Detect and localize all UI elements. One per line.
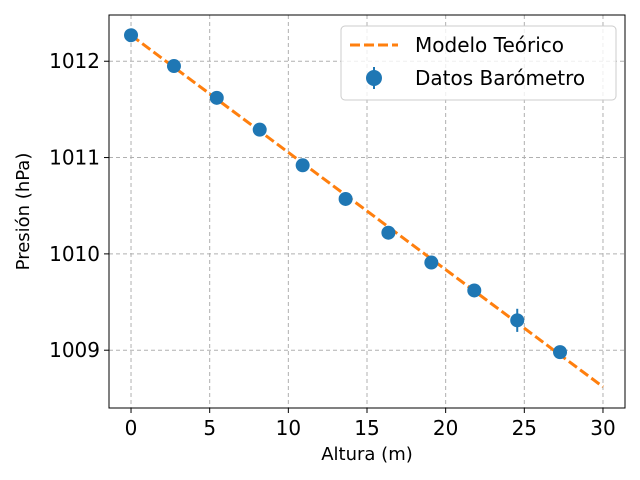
x-tick-label: 0 [125, 416, 138, 440]
x-tick-label: 10 [276, 416, 301, 440]
y-axis-label: Presión (hPa) [13, 153, 34, 271]
x-tick-label: 30 [590, 416, 615, 440]
x-tick-label: 20 [433, 416, 458, 440]
data-point [209, 90, 224, 105]
data-point [553, 345, 568, 360]
ticks: 0 5 10 15 20 25 30 1009 1010 1011 1012 [49, 49, 616, 440]
data-point [510, 313, 525, 328]
data-point [424, 255, 439, 270]
legend-label-datos-barometro: Datos Barómetro [415, 66, 585, 90]
x-axis-label: Altura (m) [321, 444, 413, 465]
data-point [295, 158, 310, 173]
legend-swatch-datos-barometro [366, 70, 382, 86]
legend: Modelo Teórico Datos Barómetro [340, 25, 617, 101]
y-tick-label: 1010 [49, 242, 100, 266]
legend-label-modelo-teorico: Modelo Teórico [415, 33, 564, 57]
data-point [252, 122, 267, 137]
y-tick-label: 1012 [49, 49, 100, 73]
x-tick-label: 15 [354, 416, 379, 440]
x-tick-label: 5 [203, 416, 216, 440]
data-point [467, 283, 482, 298]
data-point [381, 225, 396, 240]
y-tick-label: 1009 [49, 338, 100, 362]
x-tick-label: 25 [512, 416, 537, 440]
data-point [338, 191, 353, 206]
data-point [166, 59, 181, 74]
data-point [124, 28, 139, 43]
plot-area [124, 28, 604, 389]
legend-box [340, 25, 617, 101]
y-tick-label: 1011 [49, 146, 100, 170]
series-line-modelo-teorico [130, 34, 604, 389]
